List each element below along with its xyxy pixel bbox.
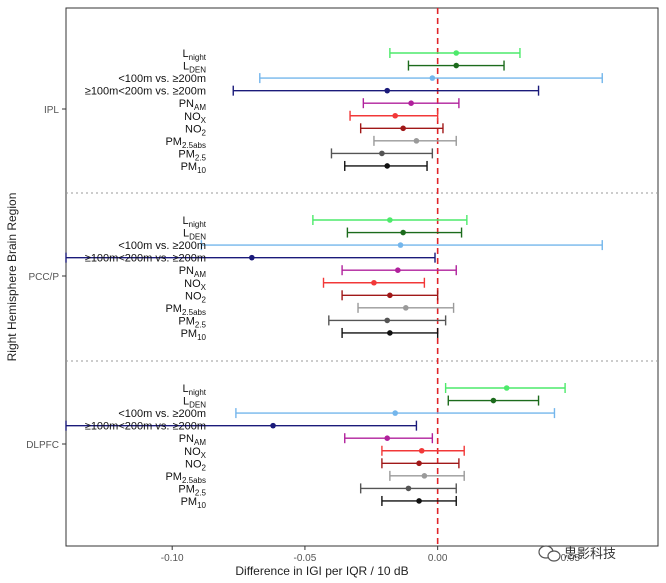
point-estimate bbox=[395, 267, 401, 274]
exposure-label: ≥100m<200m vs. ≥200m bbox=[85, 86, 206, 98]
point-estimate bbox=[403, 305, 409, 311]
point-estimate bbox=[400, 229, 406, 236]
y-axis-title: Right Hemisphere Brain Region bbox=[5, 193, 19, 362]
point-estimate bbox=[408, 100, 414, 106]
exposure-label: Lnight bbox=[183, 383, 207, 397]
point-estimate bbox=[413, 138, 420, 144]
exposure-label: NOX bbox=[184, 111, 207, 125]
point-estimate bbox=[429, 75, 436, 81]
exposure-label: Lnight bbox=[183, 48, 207, 62]
point-estimate bbox=[384, 435, 391, 442]
exposure-label: PM2.5abs bbox=[165, 471, 206, 485]
point-estimate bbox=[387, 292, 393, 299]
x-tick-label: -0.10 bbox=[161, 553, 184, 564]
wechat-icon bbox=[538, 545, 561, 562]
point-estimate bbox=[379, 150, 385, 157]
exposure-label: <100m vs. ≥200m bbox=[118, 73, 206, 85]
exposure-label: LDEN bbox=[183, 396, 206, 410]
point-estimate bbox=[384, 87, 391, 94]
point-estimate bbox=[384, 317, 391, 324]
point-estimate bbox=[387, 217, 393, 223]
point-estimate bbox=[503, 385, 510, 391]
exposure-label: ≥100m<200m vs. ≥200m bbox=[85, 253, 206, 265]
point-estimate bbox=[418, 447, 425, 454]
point-estimate bbox=[416, 460, 422, 467]
exposure-label: <100m vs. ≥200m bbox=[118, 408, 206, 420]
point-estimate bbox=[387, 330, 393, 336]
x-tick-label: 0.05 bbox=[561, 553, 581, 564]
point-estimate bbox=[400, 125, 406, 132]
region-label: PCC/P bbox=[28, 272, 59, 283]
exposure-label: PM10 bbox=[181, 328, 207, 342]
region-label: DLPFC bbox=[26, 440, 59, 451]
exposure-label: NO2 bbox=[185, 458, 207, 472]
exposure-label: LDEN bbox=[183, 61, 206, 75]
point-estimate bbox=[392, 112, 398, 119]
x-tick-label: -0.05 bbox=[294, 553, 317, 564]
exposure-label: PM10 bbox=[181, 496, 207, 510]
exposure-label: LDEN bbox=[183, 228, 206, 242]
exposure-label: NO2 bbox=[185, 290, 207, 304]
exposure-label: PNAM bbox=[179, 433, 207, 447]
exposure-label: PNAM bbox=[179, 98, 207, 112]
point-estimate bbox=[270, 422, 276, 429]
point-estimate bbox=[416, 498, 422, 504]
point-estimate bbox=[384, 163, 391, 169]
exposure-label: NOX bbox=[184, 446, 207, 460]
point-estimate bbox=[453, 50, 460, 56]
plot-frame: -0.10 -0.05 0.00 0.05 IPL PCC/P DLPFC bbox=[26, 7, 659, 564]
exposure-label: NO2 bbox=[185, 123, 207, 137]
x-tick-label: 0.00 bbox=[428, 553, 448, 564]
exposure-label: <100m vs. ≥200m bbox=[118, 240, 206, 252]
watermark: 思影科技 bbox=[538, 545, 616, 562]
point-estimate bbox=[453, 62, 460, 69]
point-estimate bbox=[371, 279, 377, 286]
region-label: IPL bbox=[44, 105, 59, 116]
exposure-label: NOX bbox=[184, 278, 207, 292]
exposure-label: PNAM bbox=[179, 265, 207, 279]
exposure-label: PM2.5 bbox=[178, 315, 206, 329]
point-estimate bbox=[405, 485, 412, 492]
exposure-label: ≥100m<200m vs. ≥200m bbox=[85, 421, 206, 433]
point-estimate bbox=[392, 410, 398, 416]
point-estimate bbox=[249, 254, 255, 261]
exposure-label: Lnight bbox=[183, 215, 207, 229]
point-estimate bbox=[397, 242, 404, 248]
point-estimate bbox=[490, 397, 497, 404]
x-axis-title: Difference in IGI per IQR / 10 dB bbox=[235, 564, 408, 578]
exposure-label: PM2.5abs bbox=[165, 303, 206, 317]
point-estimate bbox=[421, 473, 428, 479]
exposure-label: PM2.5abs bbox=[165, 136, 206, 150]
exposure-label: PM10 bbox=[181, 161, 207, 175]
plot-border bbox=[65, 7, 659, 547]
watermark-text: 思影科技 bbox=[564, 547, 616, 562]
plot-data bbox=[65, 8, 603, 546]
exposure-label: PM2.5 bbox=[178, 148, 206, 162]
exposure-label: PM2.5 bbox=[178, 483, 206, 497]
